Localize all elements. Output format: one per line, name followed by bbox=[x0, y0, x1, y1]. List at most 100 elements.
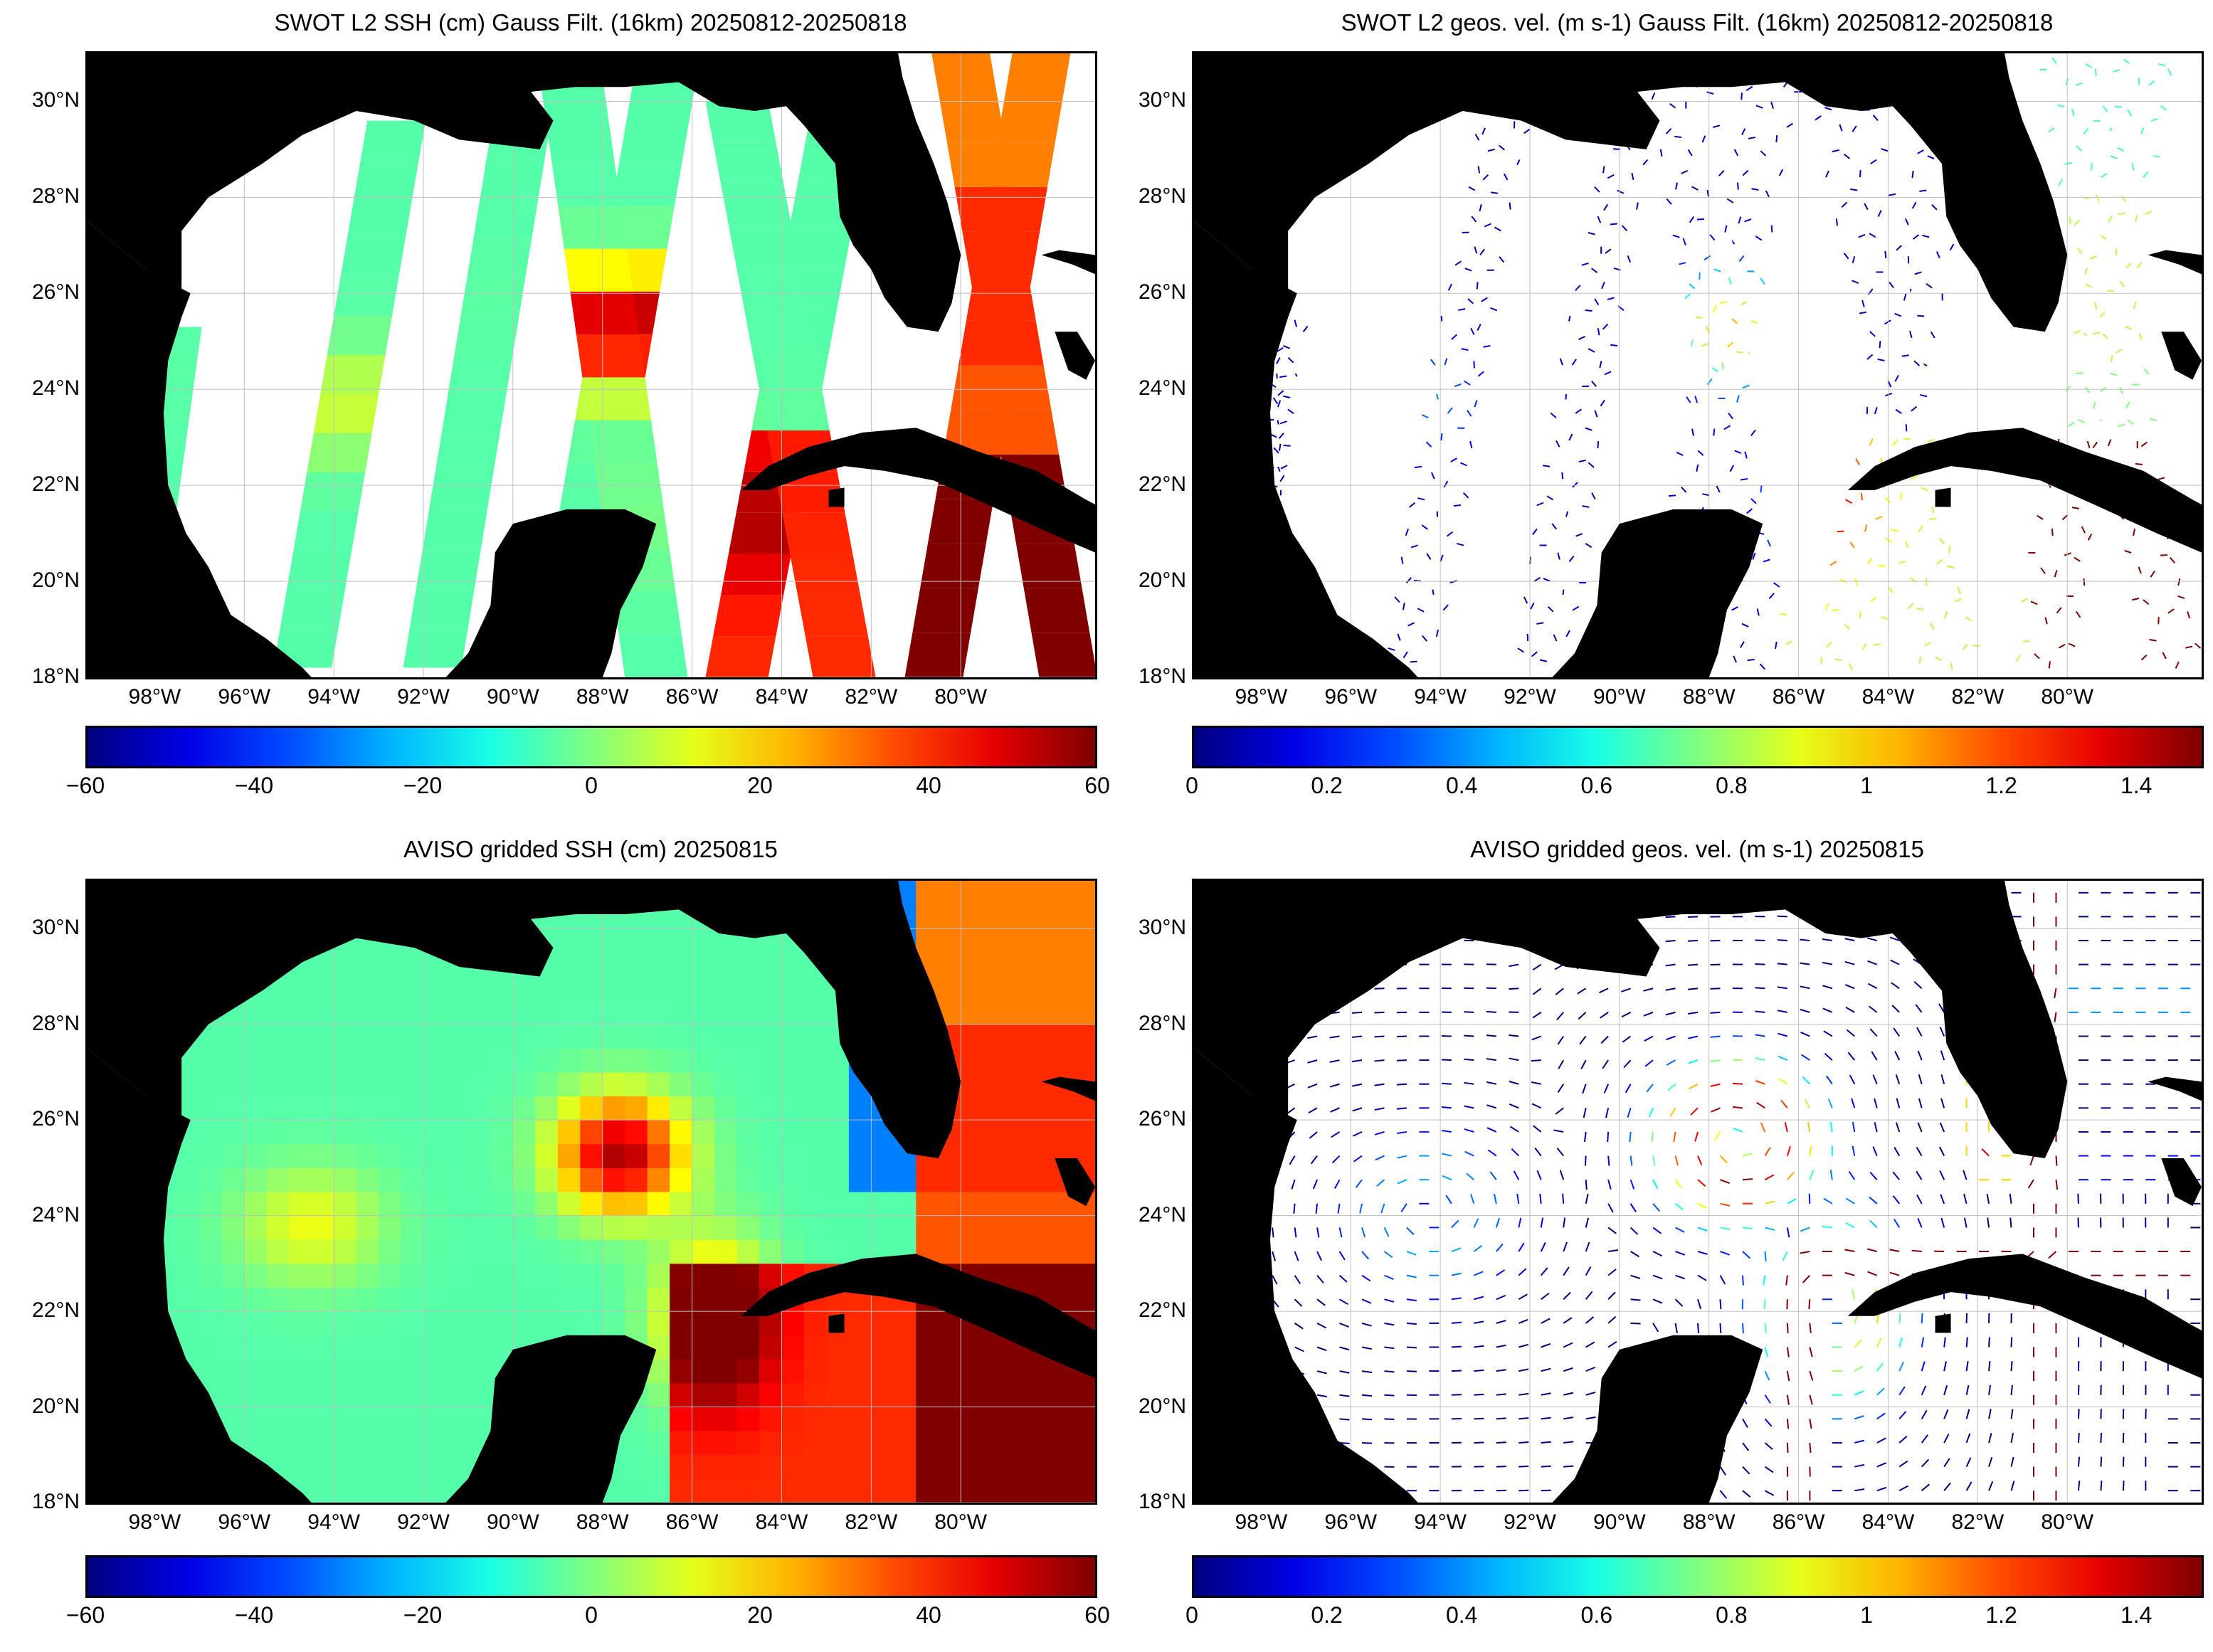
velocity-arrow bbox=[1825, 642, 1832, 648]
velocity-arrow bbox=[1893, 1027, 1901, 1037]
swath-segment bbox=[1541, 433, 1607, 472]
swath-segment bbox=[1433, 316, 1499, 356]
ssh-cell bbox=[244, 1407, 268, 1431]
velocity-arrow bbox=[1688, 1035, 1699, 1039]
ssh-cell bbox=[625, 1454, 648, 1479]
ssh-cell bbox=[379, 1407, 402, 1431]
velocity-arrow bbox=[1518, 1293, 1528, 1301]
ssh-cell bbox=[356, 1454, 379, 1479]
ssh-cell bbox=[379, 1335, 402, 1360]
velocity-arrow bbox=[1750, 498, 1757, 504]
velocity-arrow bbox=[1519, 1441, 1529, 1444]
lat-label: 30°N bbox=[31, 88, 80, 112]
velocity-arrow bbox=[1918, 656, 1922, 664]
ssh-cell bbox=[1028, 1000, 1051, 1025]
ssh-cell bbox=[512, 976, 536, 1001]
velocity-arrow bbox=[2108, 215, 2113, 223]
velocity-arrow bbox=[1509, 202, 1511, 210]
velocity-arrow bbox=[1550, 412, 1557, 418]
ssh-cell bbox=[961, 1215, 984, 1240]
ssh-cell bbox=[625, 1192, 648, 1217]
velocity-arrow bbox=[1536, 502, 1544, 507]
velocity-arrow bbox=[1940, 1074, 1945, 1084]
ssh-cell bbox=[871, 1359, 894, 1384]
colorbar-tick-label: 20 bbox=[747, 1602, 773, 1628]
ssh-cell bbox=[311, 1359, 334, 1384]
velocity-arrow bbox=[1541, 1441, 1551, 1444]
ssh-cell bbox=[199, 1215, 223, 1240]
velocity-arrow bbox=[1733, 655, 1737, 663]
velocity-arrow bbox=[1773, 582, 1780, 588]
velocity-arrow bbox=[1746, 508, 1753, 514]
velocity-arrow bbox=[1594, 298, 1600, 306]
velocity-arrow bbox=[1607, 1315, 1617, 1324]
lat-label: 26°N bbox=[1138, 280, 1186, 305]
velocity-arrow bbox=[2120, 195, 2127, 202]
velocity-arrow bbox=[1652, 1251, 1663, 1257]
swath-segment bbox=[588, 420, 657, 463]
velocity-arrow bbox=[1876, 1486, 1887, 1492]
velocity-arrow bbox=[1763, 558, 1770, 563]
velocity-arrow bbox=[1531, 1103, 1542, 1109]
ssh-cell bbox=[423, 1120, 446, 1145]
ssh-cell bbox=[356, 1263, 379, 1288]
velocity-arrow bbox=[1575, 408, 1583, 414]
ssh-cell bbox=[289, 1454, 312, 1479]
velocity-arrow bbox=[1498, 144, 1505, 151]
ssh-cell bbox=[781, 1215, 805, 1240]
land-northUS bbox=[88, 53, 961, 332]
velocity-arrow bbox=[1702, 493, 1710, 497]
colorbar-tick-label: 1 bbox=[1860, 1602, 1873, 1628]
ssh-cell bbox=[938, 881, 961, 906]
lat-label: 18°N bbox=[31, 664, 80, 688]
ssh-cell bbox=[759, 1192, 782, 1217]
velocity-arrow bbox=[1453, 504, 1462, 507]
velocity-arrow bbox=[2010, 1433, 2014, 1444]
velocity-arrow bbox=[1316, 1394, 1328, 1398]
swath-segment bbox=[1670, 248, 1740, 292]
velocity-arrow bbox=[1467, 298, 1474, 305]
velocity-arrow bbox=[1490, 307, 1498, 312]
velocity-arrow bbox=[1400, 556, 1404, 564]
ssh-cell bbox=[736, 1096, 760, 1121]
velocity-arrow bbox=[1464, 1150, 1474, 1157]
velocity-arrow bbox=[1804, 1098, 1811, 1108]
colorbar-tick-label: −60 bbox=[65, 773, 105, 798]
colorbar-tick-label: 0 bbox=[1185, 773, 1198, 798]
velocity-arrow bbox=[2071, 108, 2075, 117]
ssh-cell bbox=[647, 1263, 670, 1288]
ssh-cell bbox=[199, 1263, 223, 1288]
ssh-cell bbox=[803, 1359, 827, 1384]
ssh-cell bbox=[289, 1263, 312, 1288]
velocity-arrow bbox=[1731, 318, 1738, 324]
lon-label: 90°W bbox=[487, 1510, 539, 1534]
velocity-arrow bbox=[2133, 528, 2136, 536]
ssh-cell bbox=[468, 1311, 491, 1336]
ssh-cell bbox=[759, 1120, 782, 1145]
lon-label: 88°W bbox=[576, 1510, 629, 1534]
ssh-cell bbox=[983, 1407, 1006, 1431]
velocity-arrow bbox=[1294, 1251, 1299, 1261]
velocity-arrow bbox=[1667, 1083, 1676, 1091]
ssh-cell bbox=[311, 1192, 334, 1217]
velocity-arrow bbox=[1625, 1084, 1632, 1094]
velocity-arrow bbox=[2076, 247, 2083, 255]
ssh-cell bbox=[602, 1167, 625, 1192]
ssh-cell bbox=[1005, 1120, 1029, 1145]
velocity-arrow bbox=[1495, 1217, 1500, 1228]
velocity-arrow bbox=[1406, 1322, 1417, 1325]
velocity-arrow bbox=[2090, 163, 2093, 171]
ssh-cell bbox=[871, 1478, 894, 1503]
swath-segment bbox=[1393, 550, 1459, 590]
ssh-cell bbox=[535, 1096, 559, 1121]
velocity-arrow bbox=[1681, 486, 1687, 493]
ssh-cell bbox=[736, 1263, 760, 1288]
velocity-arrow bbox=[1723, 425, 1731, 430]
ssh-cell bbox=[401, 1382, 424, 1408]
ssh-cell bbox=[670, 1382, 693, 1408]
ssh-cell bbox=[961, 1143, 984, 1168]
velocity-arrow bbox=[1621, 988, 1631, 992]
colorbar-tick-label: 1.4 bbox=[2120, 1602, 2153, 1628]
velocity-arrow bbox=[1921, 487, 1928, 492]
velocity-arrow bbox=[1832, 608, 1839, 612]
